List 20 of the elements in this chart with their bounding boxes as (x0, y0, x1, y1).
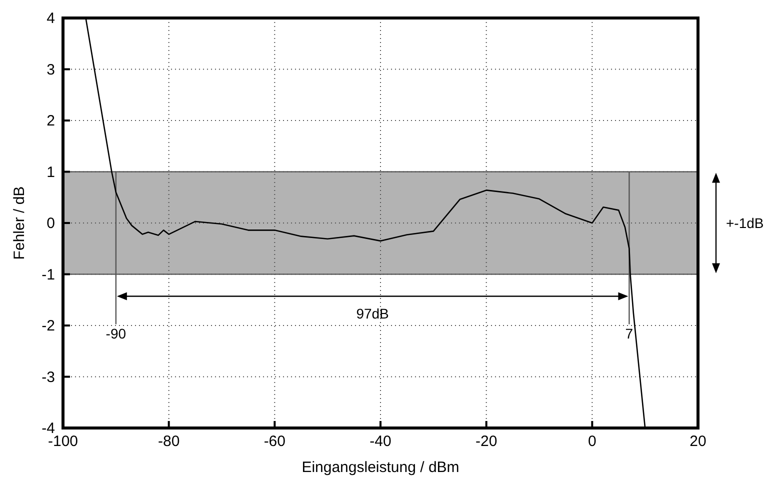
y-tick-label: 0 (46, 215, 55, 232)
y-tick-label: -1 (42, 266, 55, 284)
y-tick-label: 1 (46, 164, 55, 181)
y-tick-label: 4 (46, 10, 55, 27)
ref-line-label: 7 (625, 325, 634, 342)
y-tick-label: -2 (42, 318, 55, 334)
x-tick-label: 0 (588, 433, 596, 450)
x-tick-label: -60 (264, 433, 286, 450)
band-label: +-1dB (726, 215, 764, 231)
x-tick-label: -20 (475, 433, 498, 450)
y-axis-title: Fehler / dB (11, 186, 28, 260)
x-tick-label: 20 (690, 433, 706, 450)
y-tick-label: 3 (46, 61, 55, 78)
y-tick-label: -3 (42, 368, 55, 386)
x-tick-label: -80 (158, 433, 180, 450)
ref-line-label: -90 (106, 325, 126, 342)
annotation: 97dB (356, 305, 389, 322)
y-tick-label: 2 (46, 112, 55, 130)
x-axis-title: Eingangsleistung / dBm (302, 459, 460, 476)
x-tick-label: -40 (370, 433, 392, 450)
